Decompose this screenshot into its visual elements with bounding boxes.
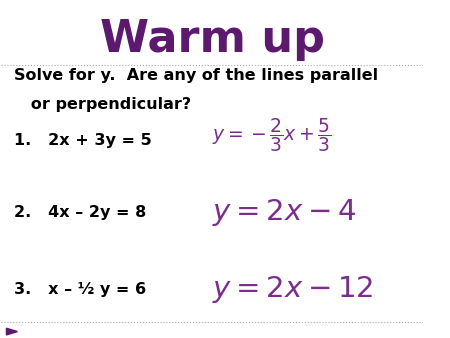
Text: $y = -\dfrac{2}{3}x + \dfrac{5}{3}$: $y = -\dfrac{2}{3}x + \dfrac{5}{3}$ xyxy=(212,117,332,154)
Text: Warm up: Warm up xyxy=(99,18,324,61)
Text: $y = 2x - 12$: $y = 2x - 12$ xyxy=(212,274,374,305)
Text: $y = 2x - 4$: $y = 2x - 4$ xyxy=(212,197,356,228)
Text: Solve for y.  Are any of the lines parallel: Solve for y. Are any of the lines parall… xyxy=(14,68,378,83)
Text: 1.   2x + 3y = 5: 1. 2x + 3y = 5 xyxy=(14,133,152,148)
Text: 3.   x – ½ y = 6: 3. x – ½ y = 6 xyxy=(14,282,146,297)
Text: 2.   4x – 2y = 8: 2. 4x – 2y = 8 xyxy=(14,205,146,220)
Text: or perpendicular?: or perpendicular? xyxy=(14,97,191,112)
Polygon shape xyxy=(6,328,18,335)
